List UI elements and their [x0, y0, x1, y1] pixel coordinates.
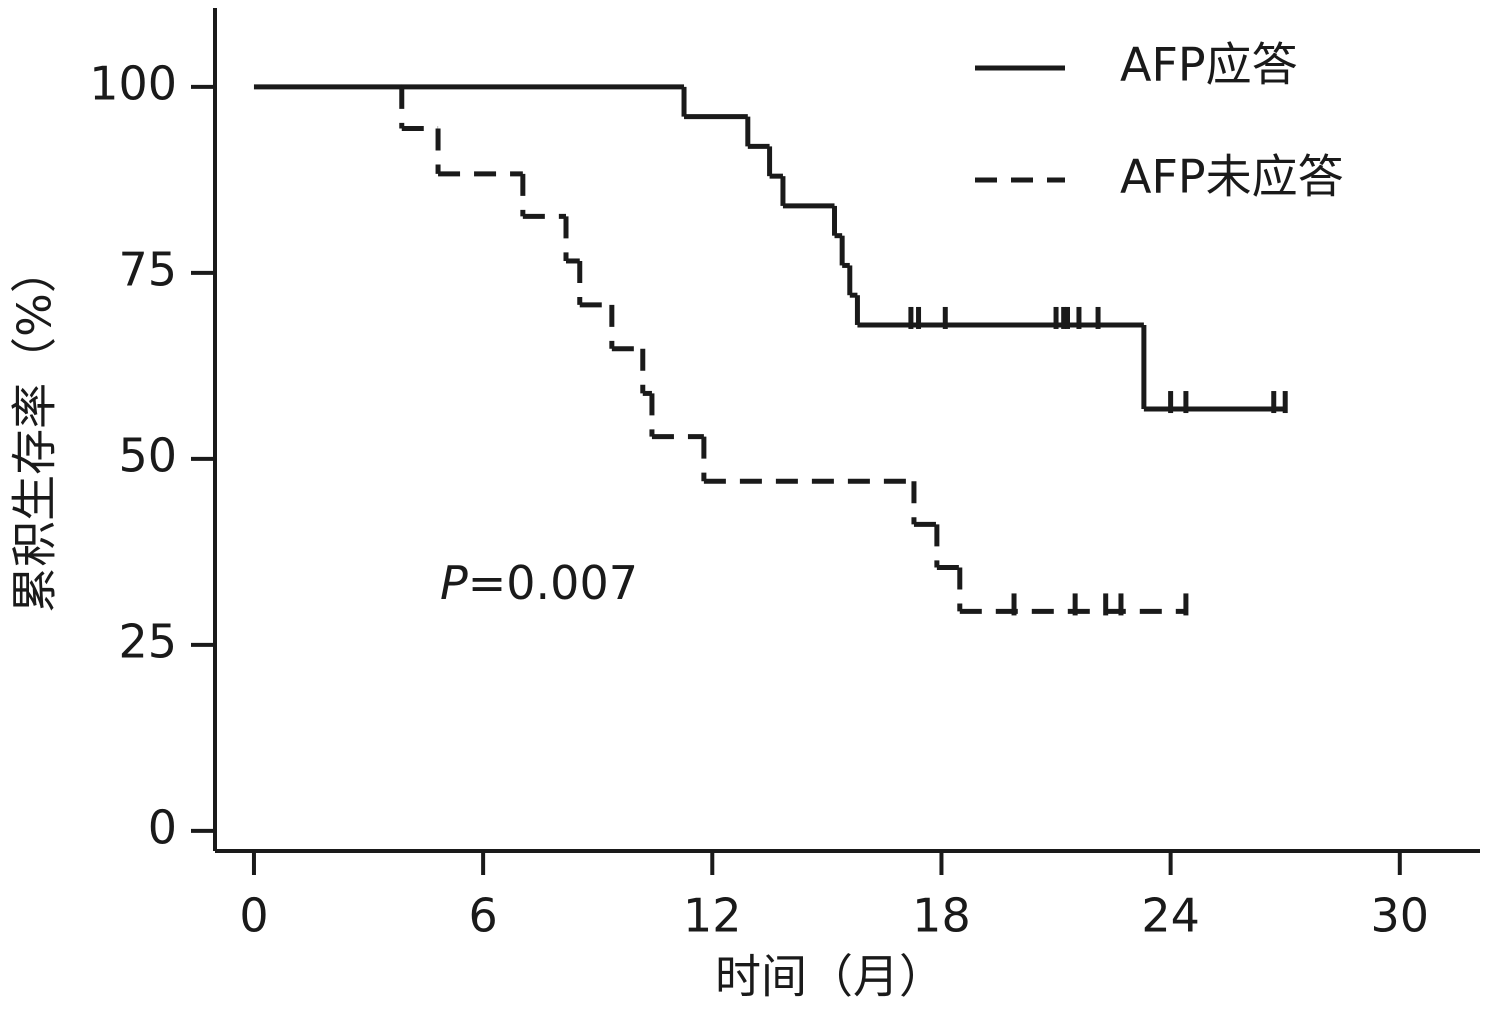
legend-label: AFP应答 — [1120, 38, 1298, 92]
x-tick-label: 18 — [912, 889, 971, 943]
p-symbol: P — [440, 556, 468, 610]
y-tick-label: 75 — [118, 242, 177, 296]
x-tick-label: 30 — [1371, 889, 1430, 943]
x-axis-label: 时间（月） — [715, 950, 945, 1004]
p-value: P=0.007 — [440, 556, 638, 610]
y-tick-label: 100 — [89, 56, 177, 110]
x-tick-label: 24 — [1141, 889, 1200, 943]
y-tick-label: 25 — [118, 614, 177, 668]
y-tick-label: 0 — [148, 800, 177, 854]
legend-label: AFP未应答 — [1120, 150, 1344, 204]
p-number: =0.007 — [468, 556, 638, 610]
x-tick-label: 12 — [683, 889, 742, 943]
x-tick-label: 6 — [468, 889, 497, 943]
y-tick-label: 50 — [118, 428, 177, 482]
y-axis-label: 累积生存率（%） — [8, 247, 62, 613]
x-tick-label: 0 — [239, 889, 268, 943]
